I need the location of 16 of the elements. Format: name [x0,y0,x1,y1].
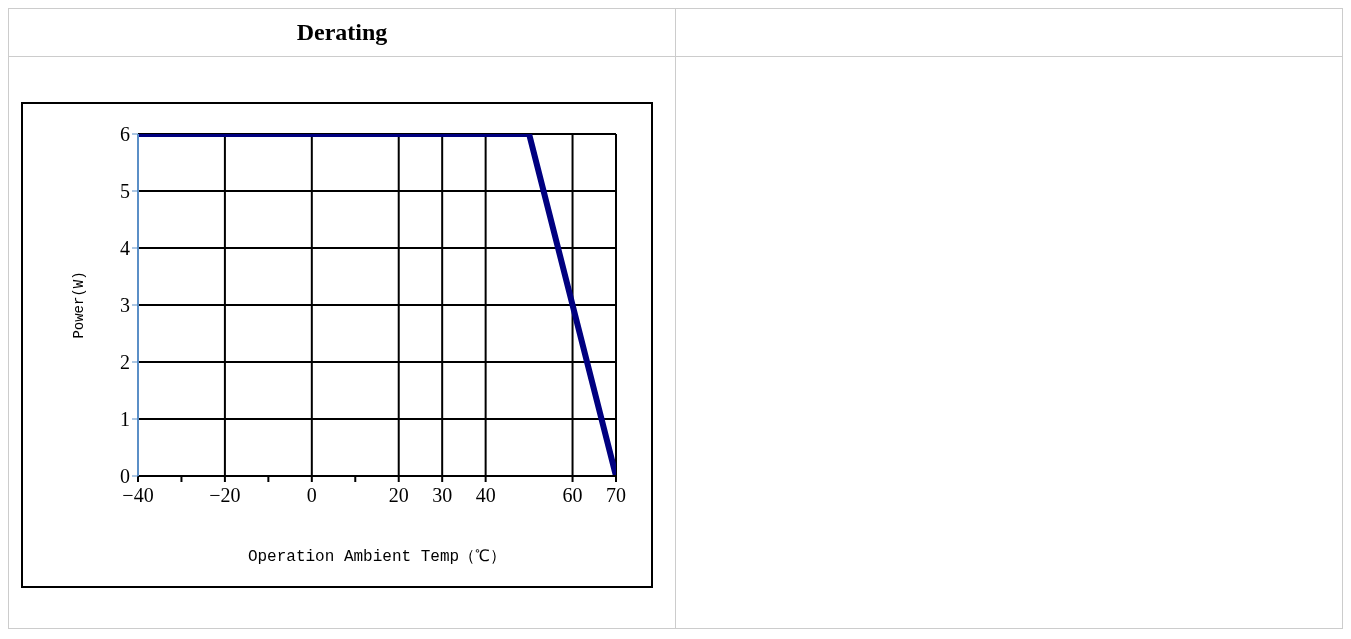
x-tick-label: 0 [306,484,317,507]
y-tick-label: 5 [120,180,130,203]
chart-title: Derating [8,8,676,57]
x-tick-label: 40 [475,484,496,507]
x-axis-title: Operation Ambient Temp（℃） [247,548,507,566]
y-tick-label: 2 [120,351,130,374]
x-tick-label: 20 [388,484,409,507]
x-tick-label: −20 [209,484,241,507]
y-tick-label: 3 [120,294,130,317]
y-tick-label: 1 [120,408,130,431]
x-tick-label: 30 [432,484,453,507]
y-tick-label: 6 [120,123,130,146]
y-axis-title: Power(W) [70,271,87,339]
x-tick-label: 60 [562,484,583,507]
y-tick-label: 4 [120,237,130,260]
x-tick-label: 70 [606,484,626,507]
